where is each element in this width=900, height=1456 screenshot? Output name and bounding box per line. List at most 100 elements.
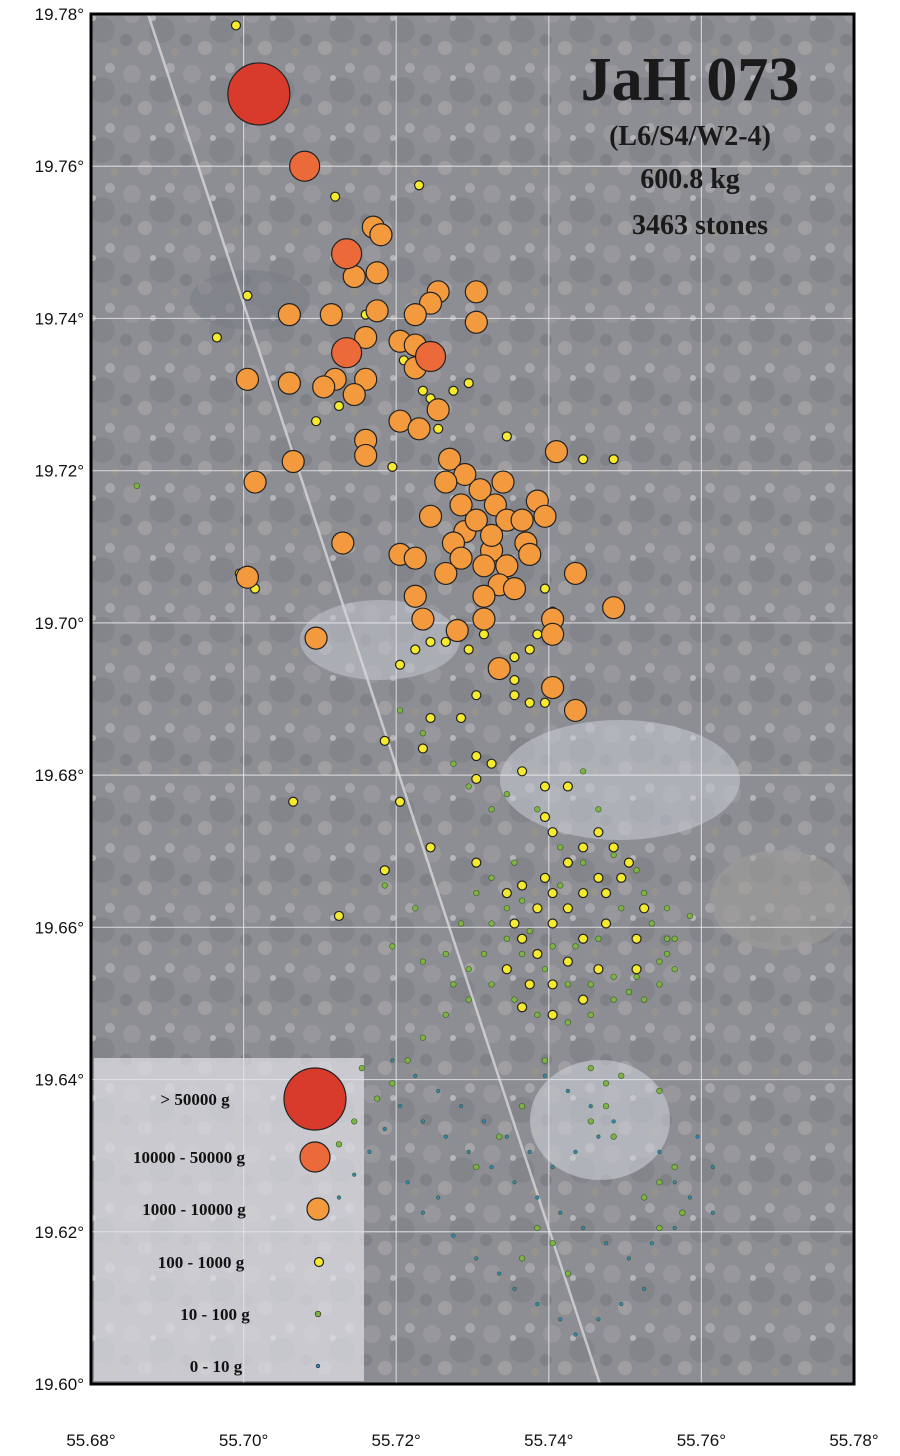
stone-point (573, 1149, 578, 1154)
stone-point (417, 743, 429, 754)
stone-point (379, 865, 390, 876)
stone-point (587, 1118, 594, 1125)
stone-point (420, 1119, 426, 1124)
stone-point (535, 1195, 540, 1200)
stone-point (501, 887, 512, 899)
stone-point (230, 20, 242, 31)
stone-point (616, 872, 627, 883)
legend-label: > 50000 g (160, 1090, 230, 1109)
stone-point (471, 773, 482, 785)
stone-point (663, 905, 671, 912)
stone-point (405, 1180, 410, 1185)
stone-point (558, 1210, 563, 1215)
y-tick-label: 19.62° (35, 1223, 84, 1242)
stone-point (436, 1088, 441, 1094)
stone-point (588, 1104, 593, 1109)
stone-point (471, 690, 482, 701)
stone-point (610, 851, 617, 859)
stone-point (541, 966, 549, 973)
stone-point (333, 400, 345, 412)
stone-point (312, 375, 336, 399)
stone-point (639, 903, 650, 914)
stone-point (512, 1180, 517, 1185)
stone-point (404, 1057, 411, 1064)
stone-point (526, 928, 533, 935)
stone-point (425, 636, 436, 648)
stone-point (558, 1317, 563, 1322)
stone-point (626, 1256, 632, 1261)
stone-point (464, 280, 488, 304)
stone-point (438, 447, 462, 471)
stone-point (488, 981, 495, 988)
stone-point (304, 626, 328, 650)
stone-point (656, 1179, 663, 1186)
stone-point (333, 910, 345, 922)
stone-point (578, 454, 589, 465)
y-tick-label: 19.76° (35, 157, 84, 176)
total-mass: 600.8 kg (640, 164, 740, 195)
stone-point (414, 340, 447, 373)
stone-point (445, 618, 469, 643)
legend-label: 10000 - 50000 g (133, 1148, 245, 1167)
stone-point (641, 1194, 648, 1201)
stone-point (509, 918, 520, 929)
stone-point (600, 887, 612, 899)
legend-label: 10 - 100 g (180, 1305, 250, 1324)
stone-point (608, 454, 619, 465)
stone-point (527, 1149, 532, 1154)
legend-label: 0 - 10 g (190, 1357, 243, 1376)
stone-point (463, 378, 474, 389)
x-tick-label: 55.76° (677, 1431, 726, 1450)
stone-point (656, 981, 663, 988)
stone-point (649, 1241, 654, 1246)
stone-point (449, 493, 473, 517)
stone-point (501, 964, 512, 975)
stone-point (534, 806, 541, 813)
stone-point (354, 325, 378, 350)
stone-point (288, 796, 299, 807)
stone-point (533, 504, 557, 528)
stone-point (235, 565, 260, 589)
legend: > 50000 g 10000 - 50000 g 1000 - 10000 g 10… (133, 1067, 347, 1376)
stone-point (610, 996, 617, 1003)
stone-point (610, 1133, 617, 1140)
stone-point (412, 905, 419, 912)
stone-point (710, 1164, 715, 1170)
stone-point (518, 897, 526, 904)
stone-point (457, 920, 465, 927)
stone-point (473, 1163, 480, 1171)
series-2 (235, 215, 626, 723)
stone-point (608, 842, 619, 853)
stone-point (466, 1149, 471, 1154)
stone-point (518, 1103, 526, 1110)
stone-point (381, 882, 388, 889)
stone-point (587, 1011, 594, 1018)
stone-point (464, 508, 488, 532)
stone-point (518, 1255, 526, 1262)
y-tick-label: 19.66° (35, 918, 84, 937)
stone-point (600, 918, 612, 929)
stone-point (479, 523, 504, 547)
stone-point (633, 973, 640, 980)
stone-point (488, 874, 495, 881)
stone-point (557, 844, 564, 851)
stone-point (565, 1088, 570, 1094)
stone-point (509, 690, 520, 701)
stone-point (382, 1126, 387, 1132)
stone-point (425, 712, 436, 724)
stone-point (433, 423, 444, 434)
stone-point (541, 622, 565, 646)
stone-point (358, 1065, 365, 1072)
stone-point (396, 707, 404, 714)
stone-point (511, 996, 518, 1003)
stone-point (532, 948, 543, 960)
stone-point (465, 783, 472, 790)
stone-point (539, 583, 551, 594)
stone-point (547, 1009, 558, 1020)
stone-point (449, 546, 473, 570)
stone-point (578, 842, 589, 853)
stone-point (679, 1209, 686, 1216)
stone-point (354, 443, 378, 468)
stone-point (695, 1134, 700, 1139)
